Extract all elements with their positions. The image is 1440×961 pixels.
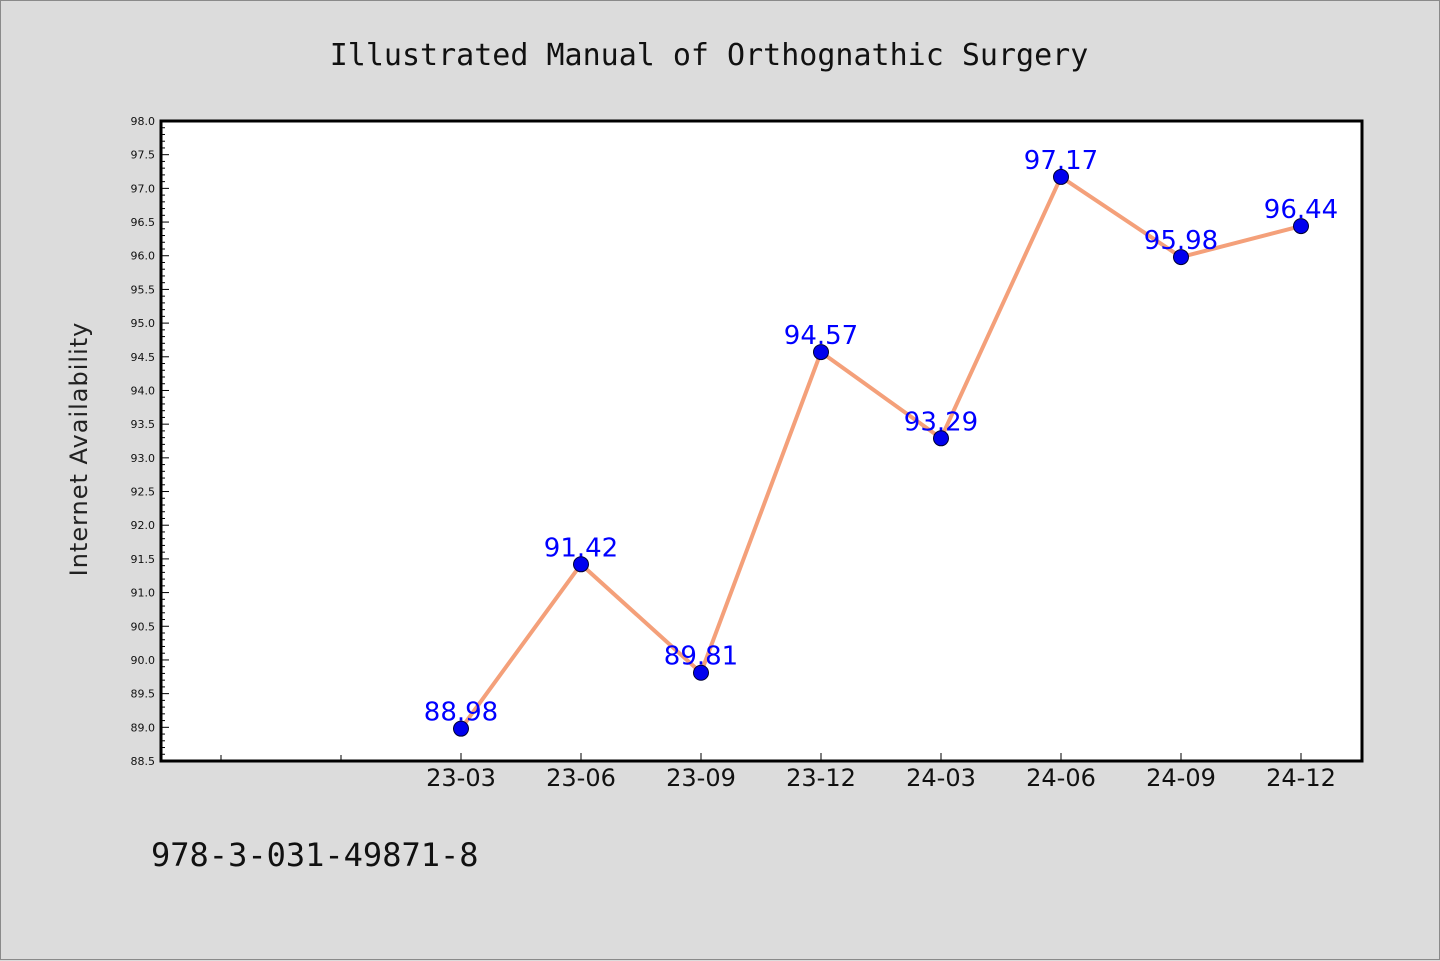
data-label: 96.44	[1264, 195, 1338, 225]
y-tick-label: 92.5	[131, 486, 156, 499]
x-tick-label: 24-12	[1266, 764, 1336, 792]
y-tick-label: 90.5	[131, 620, 156, 633]
data-point	[1173, 249, 1189, 266]
data-label: 93.29	[904, 407, 978, 437]
chart-title: Illustrated Manual of Orthognathic Surge…	[330, 38, 1089, 73]
y-tick-label: 88.5	[131, 755, 156, 768]
data-point	[813, 344, 829, 361]
data-label: 91.42	[544, 533, 618, 563]
y-tick-label: 92.0	[131, 519, 156, 532]
data-label: 89.81	[664, 642, 738, 672]
data-label: 95.98	[1144, 226, 1218, 256]
data-markers-layer	[453, 168, 1309, 737]
y-tick-label: 91.0	[131, 587, 156, 600]
y-tick-label: 95.5	[131, 283, 156, 296]
x-tick-label: 23-09	[666, 764, 736, 792]
data-point	[693, 664, 709, 681]
y-tick-label: 93.5	[131, 418, 156, 431]
x-tick-label: 24-09	[1146, 764, 1216, 792]
x-tick-label: 24-06	[1026, 764, 1096, 792]
y-tick-label: 94.0	[131, 384, 156, 397]
series-line-layer	[459, 174, 1303, 731]
isbn-text: 978-3-031-49871-8	[151, 836, 479, 874]
x-tick-label: 23-06	[546, 764, 616, 792]
data-point	[1293, 218, 1309, 235]
y-tick-label: 90.0	[131, 654, 156, 667]
data-labels-layer: 88.98 91.42 89.81 94.57 93.29 97.17 95.98 96.44	[424, 146, 1338, 728]
plot-area	[159, 119, 1364, 763]
x-axis: 23-03 23-06 23-09 23-12 24-03 24-06 24-09 24-12	[220, 753, 1336, 792]
data-label: 88.98	[424, 698, 498, 728]
y-tick-label: 97.5	[131, 149, 156, 162]
series-line	[459, 174, 1303, 731]
y-tick-label: 96.0	[131, 250, 156, 263]
y-tick-label: 96.5	[131, 216, 156, 229]
y-tick-label: 94.5	[131, 351, 156, 364]
data-point	[453, 720, 469, 737]
x-tick-label: 24-03	[906, 764, 976, 792]
y-tick-label: 97.0	[131, 182, 156, 195]
y-tick-label: 95.0	[131, 317, 156, 330]
y-axis-label: Internet Availability	[65, 322, 93, 577]
y-tick-label: 89.5	[131, 688, 156, 701]
y-tick-label: 89.0	[131, 721, 156, 734]
data-label: 97.17	[1024, 146, 1098, 176]
x-tick-label: 23-03	[426, 764, 496, 792]
x-tick-label: 23-12	[786, 764, 856, 792]
y-tick-label: 98.0	[131, 115, 156, 128]
y-tick-label: 91.5	[131, 553, 156, 566]
y-tick-label: 93.0	[131, 452, 156, 465]
y-axis: 88.5 89.0 89.5 90.0 90.5 91.0 91.5 92.0 92.5 93.0…	[131, 115, 169, 768]
data-point	[1053, 168, 1069, 185]
data-point	[573, 556, 589, 573]
data-point	[933, 430, 949, 447]
data-label: 94.57	[784, 321, 858, 351]
